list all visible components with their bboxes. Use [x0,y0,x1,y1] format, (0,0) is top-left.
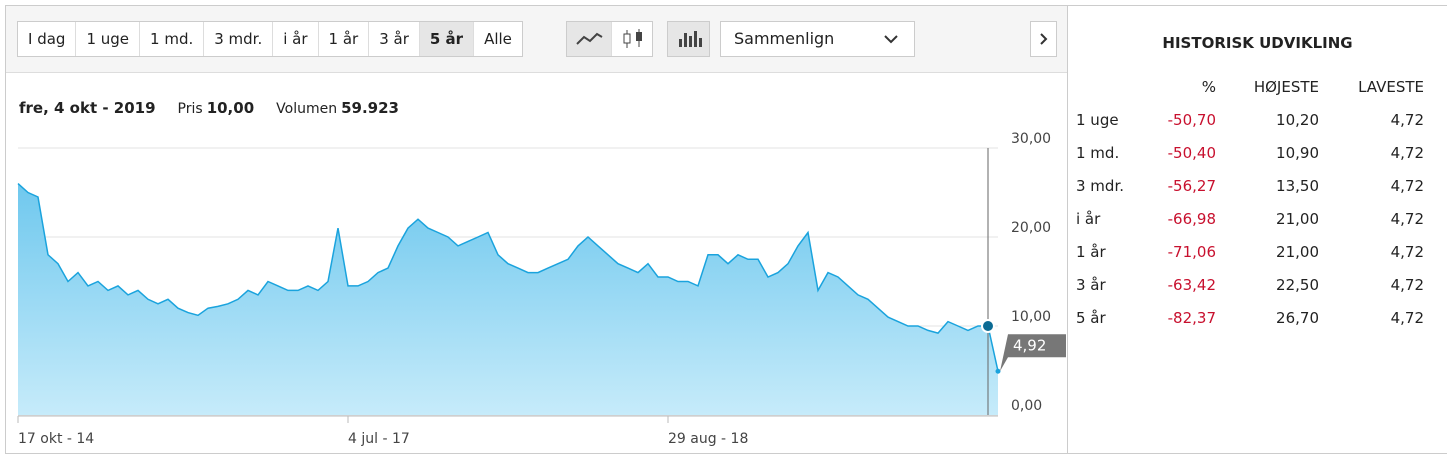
value-cell: 10,90 [1276,143,1319,162]
value-cell: 26,70 [1276,308,1319,327]
compare-label: Sammenlign [734,29,835,48]
last-label-box [1000,334,1066,372]
period-cell: 3 mdr. [1076,176,1125,195]
line-chart-button[interactable] [567,22,612,56]
range-button[interactable]: 1 md. [140,22,205,56]
y-tick-label: 30,00 [1011,131,1051,147]
value-cell: 21,00 [1276,242,1319,261]
volume-label: Volumen [276,101,338,117]
range-button[interactable]: 1 uge [76,22,141,56]
chart-panel: I dag 1 uge 1 md. 3 mdr. i år 1 år 3 år 5 år All… [5,5,1068,454]
value-cell: -63,42 [1167,275,1216,294]
y-tick-label: 20,00 [1011,220,1051,236]
next-button[interactable] [1030,21,1057,57]
period-cell: 1 uge [1076,110,1119,129]
volume-button[interactable] [667,21,710,57]
price-line [17,183,999,372]
chart-type-group [566,21,653,57]
value-cell: -56,27 [1167,176,1216,195]
history-row: 1 uge -50,70 10,20 4,72 [1076,103,1424,136]
range-button[interactable]: 3 år [369,22,420,56]
value-cell: 4,72 [1390,275,1424,294]
value-cell: 4,72 [1390,242,1424,261]
value-cell: 4,72 [1390,110,1424,129]
hover-marker [981,319,995,333]
history-title: HISTORISK UDVIKLING [1162,34,1353,52]
value-cell: -50,70 [1167,110,1216,129]
chart: 0,00 10,00 20,00 30,00 17 okt - 14 4 jul - 17… [17,131,1066,447]
value-cell: -50,40 [1167,143,1216,162]
x-tick-label: 29 aug - 18 [668,431,748,447]
value-cell: 4,72 [1390,209,1424,228]
last-label: 4,92 [1013,337,1046,355]
value-cell: 4,72 [1390,308,1424,327]
header-cell: % [1201,77,1216,96]
area [18,183,998,415]
last-dot [995,368,1001,374]
range-button[interactable]: i år [273,22,319,56]
value-cell: 13,50 [1276,176,1319,195]
value-cell: -82,37 [1167,308,1216,327]
period-cell: 5 år [1076,308,1106,327]
volume: 59.923 [341,99,399,117]
range-button[interactable]: I dag [18,22,77,56]
point-info: fre, 4 okt - 2019 Pris 10,00 Volumen 59.923 [19,99,399,117]
range-button[interactable]: 3 mdr. [204,22,274,56]
history-panel: HISTORISK UDVIKLING % HØJESTE LAVESTE 1 uge… [1068,5,1447,454]
candle-chart-button[interactable] [612,22,654,56]
x-tick-label: 4 jul - 17 [348,431,410,447]
range-group: I dag 1 uge 1 md. 3 mdr. i år 1 år 3 år 5 år All… [17,21,523,57]
value-cell: 4,72 [1390,143,1424,162]
history-row: 3 mdr. -56,27 13,50 4,72 [1076,169,1424,202]
history-row: i år -66,98 21,00 4,72 [1076,202,1424,235]
header-cell [1076,70,1152,103]
history-row: 1 md. -50,40 10,90 4,72 [1076,136,1424,169]
range-button[interactable]: 1 år [319,22,370,56]
range-button[interactable]: 5 år [419,22,475,56]
price-label: Pris [177,101,203,117]
value-cell: 4,72 [1390,176,1424,195]
header-cell: HØJESTE [1253,77,1319,96]
toolbar: I dag 1 uge 1 md. 3 mdr. i år 1 år 3 år 5 år All… [6,6,1067,73]
value-cell: 21,00 [1276,209,1319,228]
x-tick-label: 17 okt - 14 [18,431,94,447]
period-cell: 1 md. [1076,143,1120,162]
period-cell: i år [1076,209,1101,228]
value-cell: 22,50 [1276,275,1319,294]
header-row: % HØJESTE LAVESTE [1076,70,1424,103]
period-cell: 3 år [1076,275,1106,294]
value-cell: 10,20 [1276,110,1319,129]
compare-dropdown[interactable]: Sammenlign [720,21,915,57]
date: fre, 4 okt - 2019 [19,99,156,117]
history-row: 5 år -82,37 26,70 4,72 [1076,301,1424,334]
y-tick-label: 0,00 [1011,398,1042,414]
history-table: % HØJESTE LAVESTE 1 uge -50,70 10,20 4,72 1 md.… [1076,70,1424,334]
header-cell: LAVESTE [1358,77,1424,96]
history-row: 3 år -63,42 22,50 4,72 [1076,268,1424,301]
price: 10,00 [206,99,255,117]
range-button[interactable]: Alle [484,30,512,48]
value-cell: -66,98 [1167,209,1216,228]
period-cell: 1 år [1076,242,1106,261]
y-tick-label: 10,00 [1011,309,1051,325]
value-cell: -71,06 [1167,242,1216,261]
history-row: 1 år -71,06 21,00 4,72 [1076,235,1424,268]
